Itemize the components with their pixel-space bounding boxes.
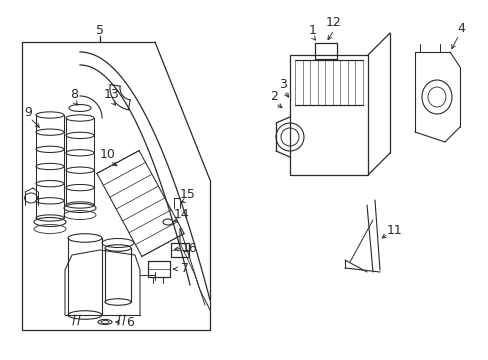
Text: 9: 9 xyxy=(24,107,32,120)
Text: 6: 6 xyxy=(126,315,134,328)
Text: 13: 13 xyxy=(104,89,120,102)
Text: 4: 4 xyxy=(456,22,464,35)
Text: 16: 16 xyxy=(182,242,198,255)
Text: 5: 5 xyxy=(96,23,104,36)
Text: 15: 15 xyxy=(180,189,196,202)
Text: 14: 14 xyxy=(174,208,189,221)
Text: 3: 3 xyxy=(279,78,286,91)
Text: 1: 1 xyxy=(308,23,316,36)
Text: 12: 12 xyxy=(325,15,341,28)
Text: 7: 7 xyxy=(181,262,189,275)
Text: 8: 8 xyxy=(70,89,78,102)
Text: 2: 2 xyxy=(269,90,277,104)
Text: 10: 10 xyxy=(100,148,116,162)
Text: 11: 11 xyxy=(386,224,402,237)
